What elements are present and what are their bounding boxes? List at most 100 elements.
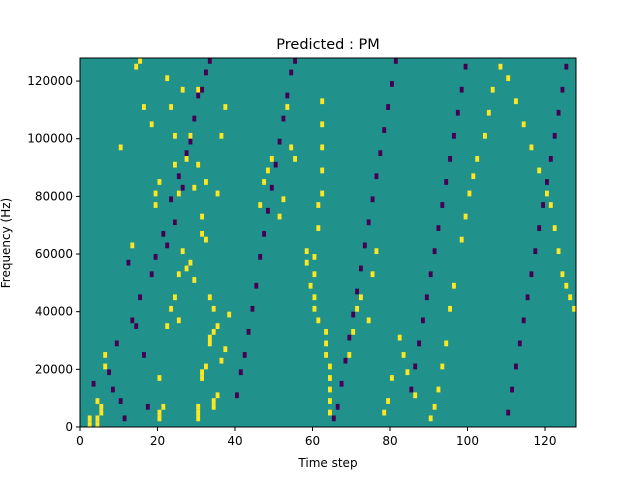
heatmap-cell-low [173,219,177,226]
heatmap-cell-high [266,167,270,174]
heatmap-cell-low [204,69,208,76]
heatmap-cell-high [374,248,379,255]
heatmap-cell-low [273,161,278,168]
heatmap-cell-high [386,398,391,404]
heatmap-cell-high [467,190,472,197]
heatmap-cell-high [328,409,332,416]
heatmap-cell-low [417,340,422,347]
heatmap-cell-high [153,202,158,208]
heatmap-cell-low [459,86,464,93]
heatmap-cell-low [541,202,546,208]
heatmap-cell-high [514,98,518,105]
heatmap-cell-low [339,380,344,387]
heatmap-cell-high [118,144,123,151]
heatmap-cell-low [262,230,267,237]
heatmap-cell-low [436,225,441,231]
heatmap-cell-high [207,334,212,341]
heatmap-cell-high [432,403,437,410]
heatmap-cell-high [87,421,92,427]
heatmap-cell-high [223,104,228,110]
heatmap-cell-high [184,156,189,162]
heatmap-cell-low [444,179,449,185]
heatmap-cell-low [289,69,294,76]
heatmap-cell-low [145,403,150,410]
heatmap-cell-low [165,242,170,249]
heatmap-cell-low [452,132,456,139]
heatmap-cell-low [293,58,298,64]
heatmap-cell-high [359,294,363,301]
heatmap-cell-low [424,294,429,301]
heatmap-cell-high [521,121,526,128]
heatmap-cell-high [95,398,100,404]
y-tick-label: 0 [65,420,73,434]
heatmap-cell-low [130,317,135,324]
heatmap-cell-low [378,150,383,157]
heatmap-cell-high [312,254,317,260]
heatmap-cell-high [328,375,332,381]
heatmap-cell-high [324,328,329,335]
heatmap-cell-low [134,323,139,329]
heatmap-cell-high [192,277,197,283]
heatmap-cell-low [242,352,247,358]
heatmap-cell-high [103,363,108,370]
heatmap-cell-high [320,121,325,128]
heatmap-cell-high [355,305,360,312]
y-tick-label: 40000 [35,305,73,319]
heatmap-cell-low [510,386,515,393]
heatmap-cell-high [99,403,104,410]
heatmap-cell-high [285,104,290,110]
heatmap-cell-low [192,115,197,122]
heatmap-cell-high [130,242,135,249]
heatmap-cell-low [149,271,154,278]
heatmap-cell-low [390,81,394,87]
x-axis: 0 20 40 60 80 100 120 [76,427,556,448]
heatmap-cell-low [548,156,553,162]
heatmap-cell-low [552,132,557,139]
plot-frame [79,57,577,428]
heatmap-cell-low [455,109,460,116]
heatmap-cell-low [525,294,530,301]
heatmap-cell-low [254,282,259,289]
heatmap-cell-high [405,369,410,376]
heatmap-cell-high [463,213,468,220]
heatmap-cell-low [351,311,356,318]
heatmap-cell-low [200,86,205,93]
heatmap-cell-low [184,150,189,157]
heatmap-cell-high [382,409,387,416]
x-axis-label: Time step [297,456,357,470]
heatmap-cell-high [304,248,309,255]
heatmap-cell-high [328,363,332,370]
heatmap-cell-high [173,161,177,168]
heatmap-cell-low [277,138,282,145]
heatmap-cell-low [374,173,379,180]
heatmap-cell-low [343,357,348,364]
heatmap-cell-high [486,109,491,116]
heatmap-cell-low [409,386,414,393]
heatmap-cell-low [393,58,398,64]
heatmap-cell-high [204,179,208,185]
heatmap-cell-high [211,328,216,335]
heatmap-cell-high [552,225,557,231]
heatmap-cell-high [196,86,201,93]
heatmap-cell-high [448,305,453,312]
heatmap-cell-high [215,323,220,329]
heatmap-cell-high [196,161,201,168]
heatmap-cell-low [521,317,526,324]
heatmap-cell-high [219,132,224,139]
heatmap-cell-high [192,184,197,191]
heatmap-cell-high [165,75,170,82]
heatmap-cell-low [355,288,360,295]
heatmap-cell-high [347,352,352,358]
heatmap-cell-high [173,294,177,301]
heatmap-cell-high [149,121,154,128]
heatmap-cell-high [157,409,162,416]
heatmap-cell-high [471,173,476,180]
heatmap-cell-low [138,294,143,301]
heatmap-cell-high [498,63,503,70]
heatmap-cell-low [517,340,522,347]
heatmap-cell-low [335,403,340,410]
heatmap-cell-high [320,190,325,197]
heatmap-cell-high [196,409,201,416]
heatmap-cell-high [308,282,313,289]
x-tick-label: 60 [305,434,320,448]
